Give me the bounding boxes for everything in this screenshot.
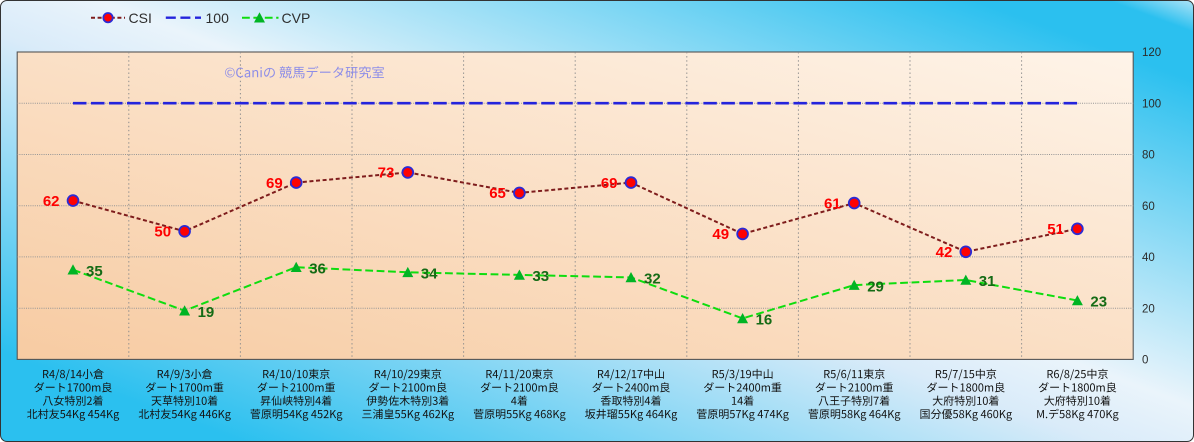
svg-text:49: 49 [712,226,729,243]
svg-text:80: 80 [1142,150,1155,162]
svg-text:34: 34 [421,266,438,283]
svg-text:100: 100 [1142,98,1161,110]
svg-text:62: 62 [43,193,60,210]
svg-text:40: 40 [1142,252,1155,264]
svg-text:73: 73 [378,165,395,182]
svg-text:51: 51 [1047,221,1064,238]
svg-text:36: 36 [309,260,326,277]
svg-text:69: 69 [266,175,283,192]
svg-text:CVP: CVP [282,10,311,26]
svg-text:120: 120 [1142,47,1161,59]
svg-text:0: 0 [1142,355,1148,367]
svg-text:60: 60 [1142,201,1155,213]
svg-text:19: 19 [198,304,215,321]
svg-text:23: 23 [1090,294,1107,311]
svg-text:42: 42 [936,244,953,261]
svg-text:CSI: CSI [129,10,152,26]
svg-text:65: 65 [489,185,506,202]
svg-text:16: 16 [756,312,773,329]
svg-text:29: 29 [867,278,884,295]
svg-text:35: 35 [86,263,103,280]
svg-text:20: 20 [1142,303,1155,315]
svg-text:61: 61 [824,195,841,212]
svg-text:31: 31 [979,273,996,290]
svg-text:100: 100 [206,10,230,26]
svg-text:69: 69 [601,175,618,192]
svg-text:33: 33 [532,268,549,285]
svg-text:32: 32 [644,271,661,288]
svg-text:50: 50 [154,224,171,241]
